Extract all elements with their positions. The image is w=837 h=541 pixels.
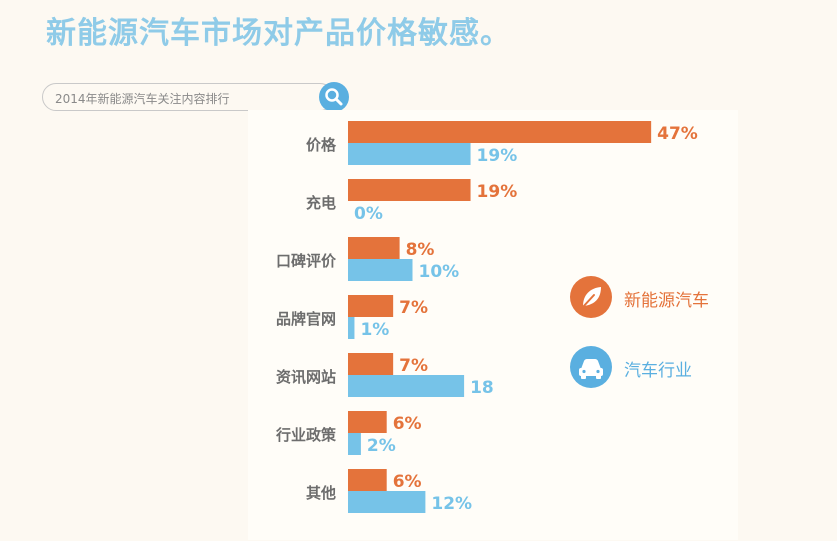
search-bar[interactable]: 2014年新能源汽车关注内容排行 [42, 82, 349, 112]
category-label: 其他 [306, 484, 336, 502]
bar-auto-industry [348, 259, 413, 281]
bar-new-energy [348, 353, 394, 375]
search-input[interactable]: 2014年新能源汽车关注内容排行 [42, 83, 334, 111]
value-label-new-energy: 6% [393, 472, 422, 492]
bar-new-energy [348, 295, 394, 317]
bar-auto-industry [348, 375, 465, 397]
value-label-new-energy: 47% [657, 124, 698, 144]
value-label-auto-industry: 0% [354, 204, 383, 224]
value-label-auto-industry: 1% [360, 320, 389, 340]
legend-label-auto-industry: 汽车行业 [624, 361, 692, 381]
search-text: 2014年新能源汽车关注内容排行 [55, 92, 230, 106]
category-label: 价格 [306, 136, 337, 154]
value-label-new-energy: 6% [393, 414, 422, 434]
bar-new-energy [348, 121, 652, 143]
category-label: 品牌官网 [276, 310, 336, 328]
search-icon [325, 88, 343, 106]
bar-new-energy [348, 411, 387, 433]
value-label-auto-industry: 10% [419, 262, 460, 282]
legend-label-new-energy: 新能源汽车 [624, 291, 709, 311]
legend-swatch-auto-industry [570, 346, 612, 388]
bar-auto-industry [348, 491, 426, 513]
value-label-auto-industry: 2% [367, 436, 396, 456]
bar-new-energy [348, 237, 400, 259]
value-label-new-energy: 7% [399, 356, 428, 376]
legend-swatch-new-energy [570, 276, 612, 318]
value-label-new-energy: 19% [477, 182, 518, 202]
category-label: 口碑评价 [276, 252, 337, 270]
page-title: 新能源汽车市场对产品价格敏感。 [46, 16, 511, 51]
category-label: 充电 [306, 194, 336, 212]
search-button[interactable] [319, 82, 349, 112]
value-label-auto-industry: 18 [470, 378, 494, 398]
value-label-new-energy: 8% [406, 240, 435, 260]
bar-auto-industry [348, 143, 471, 165]
category-label: 资讯网站 [276, 368, 336, 386]
bar-new-energy [348, 179, 471, 201]
value-label-auto-industry: 12% [431, 494, 472, 514]
bar-new-energy [348, 469, 387, 491]
car-icon [579, 359, 603, 379]
leaf-icon [581, 287, 601, 309]
bar-auto-industry [348, 433, 361, 455]
value-label-new-energy: 7% [399, 298, 428, 318]
value-label-auto-industry: 19% [477, 146, 518, 166]
bar-auto-industry [348, 317, 355, 339]
category-label: 行业政策 [275, 426, 337, 444]
